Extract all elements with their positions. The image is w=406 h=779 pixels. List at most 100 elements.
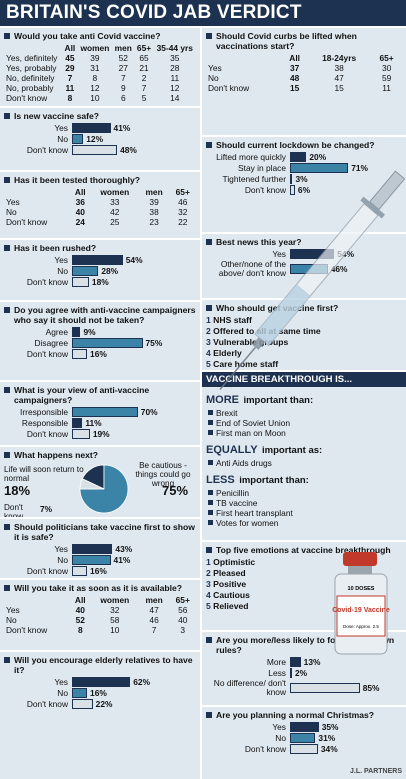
value-label: 12% <box>86 134 104 144</box>
cell: 52 <box>118 53 128 63</box>
value-label: 19% <box>92 429 110 439</box>
list-item: 5 Relieved <box>206 601 402 612</box>
bar-label: Less <box>268 667 286 678</box>
list-item: 1 NHS staff <box>206 315 402 326</box>
bar-row: No 28% <box>4 266 196 276</box>
cell: 40 <box>75 605 85 615</box>
bar-row: Irresponsible 70% <box>4 407 196 417</box>
item-text: Cautious <box>213 590 250 600</box>
column-header: All <box>64 43 76 53</box>
value-label: 70% <box>140 407 158 417</box>
cell: 46 <box>149 615 159 625</box>
group-item: Votes for women <box>206 518 402 528</box>
bar-row: Yes 43% <box>4 544 196 554</box>
list-item: 2 Pleased <box>206 568 402 579</box>
bar <box>290 163 349 173</box>
row: Yes, probably 29 31 27 21 28 <box>4 63 196 73</box>
cell: 42 <box>110 207 120 217</box>
value-label: 16% <box>90 349 107 359</box>
bar-row: Less 2% <box>206 668 402 678</box>
cell: 25 <box>110 217 120 227</box>
title: BRITAIN'S COVID JAB VERDICT <box>0 0 406 26</box>
question: Is new vaccine safe? <box>4 111 196 121</box>
value-label: 16% <box>90 566 107 576</box>
row: Don't know 8 10 6 5 14 <box>4 93 196 103</box>
bar-row: Agree 9% <box>4 327 196 337</box>
bar-row: No 41% <box>4 555 196 565</box>
group-item: Penicillin <box>206 488 402 498</box>
table: All women men 65+ Yes 36 33 39 46 No 40 42 38 32 Don't… <box>4 187 196 227</box>
bar-row: Don't know 16% <box>4 349 196 359</box>
cell: 37 <box>289 63 300 73</box>
section: Has it been rushed? Yes 54% No 28% Don't know… <box>0 240 200 300</box>
row-label: Yes, probably <box>6 63 57 73</box>
row: No, probably 11 12 9 7 12 <box>4 83 196 93</box>
bar <box>72 429 90 439</box>
cell: 59 <box>381 73 392 83</box>
item-number: 2 <box>206 568 211 578</box>
section: Will you encourage elderly relatives to … <box>0 652 200 779</box>
item-number: 2 <box>206 326 211 336</box>
question: What happens next? <box>4 450 196 460</box>
question: Would you take anti Covid vaccine? <box>4 31 196 41</box>
bar-label: Stay in place <box>238 162 286 173</box>
cell: 14 <box>170 93 180 103</box>
bar-label: No <box>57 687 68 698</box>
row-label: No <box>208 73 219 83</box>
bar-row: Don't know 6% <box>206 185 402 195</box>
bar-row: No difference/ don't know 85% <box>206 679 402 697</box>
section: Do you agree with anti-vaccine campaigne… <box>0 302 200 380</box>
group-lead: MORE <box>206 394 239 406</box>
cell: 32 <box>110 605 120 615</box>
value-label: 20% <box>309 152 327 162</box>
group-lead: LESS <box>206 474 235 486</box>
group-heading: MORE important than: <box>206 390 402 408</box>
column-header: women <box>100 187 130 197</box>
bar-row: Yes 62% <box>4 677 196 687</box>
item-number: 5 <box>206 601 211 611</box>
bar <box>72 555 111 565</box>
cell: 10 <box>110 625 120 635</box>
table: All women men 65+ 35-44 yrs Yes, definitely 45… <box>4 43 196 103</box>
cell: 47 <box>334 73 344 83</box>
item-text: Offered to all at same time <box>213 326 321 336</box>
column-header: 65+ <box>175 595 190 605</box>
item-number: 1 <box>206 315 211 325</box>
bar <box>72 123 111 133</box>
cell: 36 <box>75 197 85 207</box>
group-item: Anti Aids drugs <box>206 458 402 468</box>
value-label: 18% <box>91 277 109 287</box>
row: No 40 42 38 32 <box>4 207 196 217</box>
cell: 8 <box>77 625 83 635</box>
pie-slice <box>79 464 129 514</box>
item-text: Care home staff <box>213 359 279 369</box>
cell: 24 <box>75 217 85 227</box>
bar <box>290 249 335 259</box>
bar-row: Don't know 18% <box>4 277 196 287</box>
cell: 3 <box>180 625 186 635</box>
bar <box>72 338 143 348</box>
column-header: 35-44 yrs <box>156 43 193 53</box>
bar-label: Don't know <box>26 144 68 155</box>
value-label: 31% <box>318 733 336 743</box>
bar <box>72 688 88 698</box>
bar-row: Don't know 16% <box>4 566 196 576</box>
question: Has it been rushed? <box>4 243 196 253</box>
bar-label: Yes <box>54 122 68 133</box>
cell: 58 <box>110 615 120 625</box>
cell: 7 <box>151 625 157 635</box>
cell: 7 <box>67 73 73 83</box>
item-number: 4 <box>206 590 211 600</box>
value-label: 41% <box>113 555 131 565</box>
bar-label: Yes <box>272 248 286 259</box>
group-heading: LESS important than: <box>206 470 402 488</box>
cell: 9 <box>120 83 126 93</box>
column-header: 65+ <box>379 53 394 63</box>
cell: 65 <box>139 53 149 63</box>
section: Are you planning a normal Christmas? Yes 3… <box>202 707 406 779</box>
bar-row: Other/none of the above/ don't know 46% <box>206 260 402 278</box>
group-heading: EQUALLY important as: <box>206 440 402 458</box>
cell: 7 <box>141 83 147 93</box>
slice-value: 75% <box>162 483 189 498</box>
